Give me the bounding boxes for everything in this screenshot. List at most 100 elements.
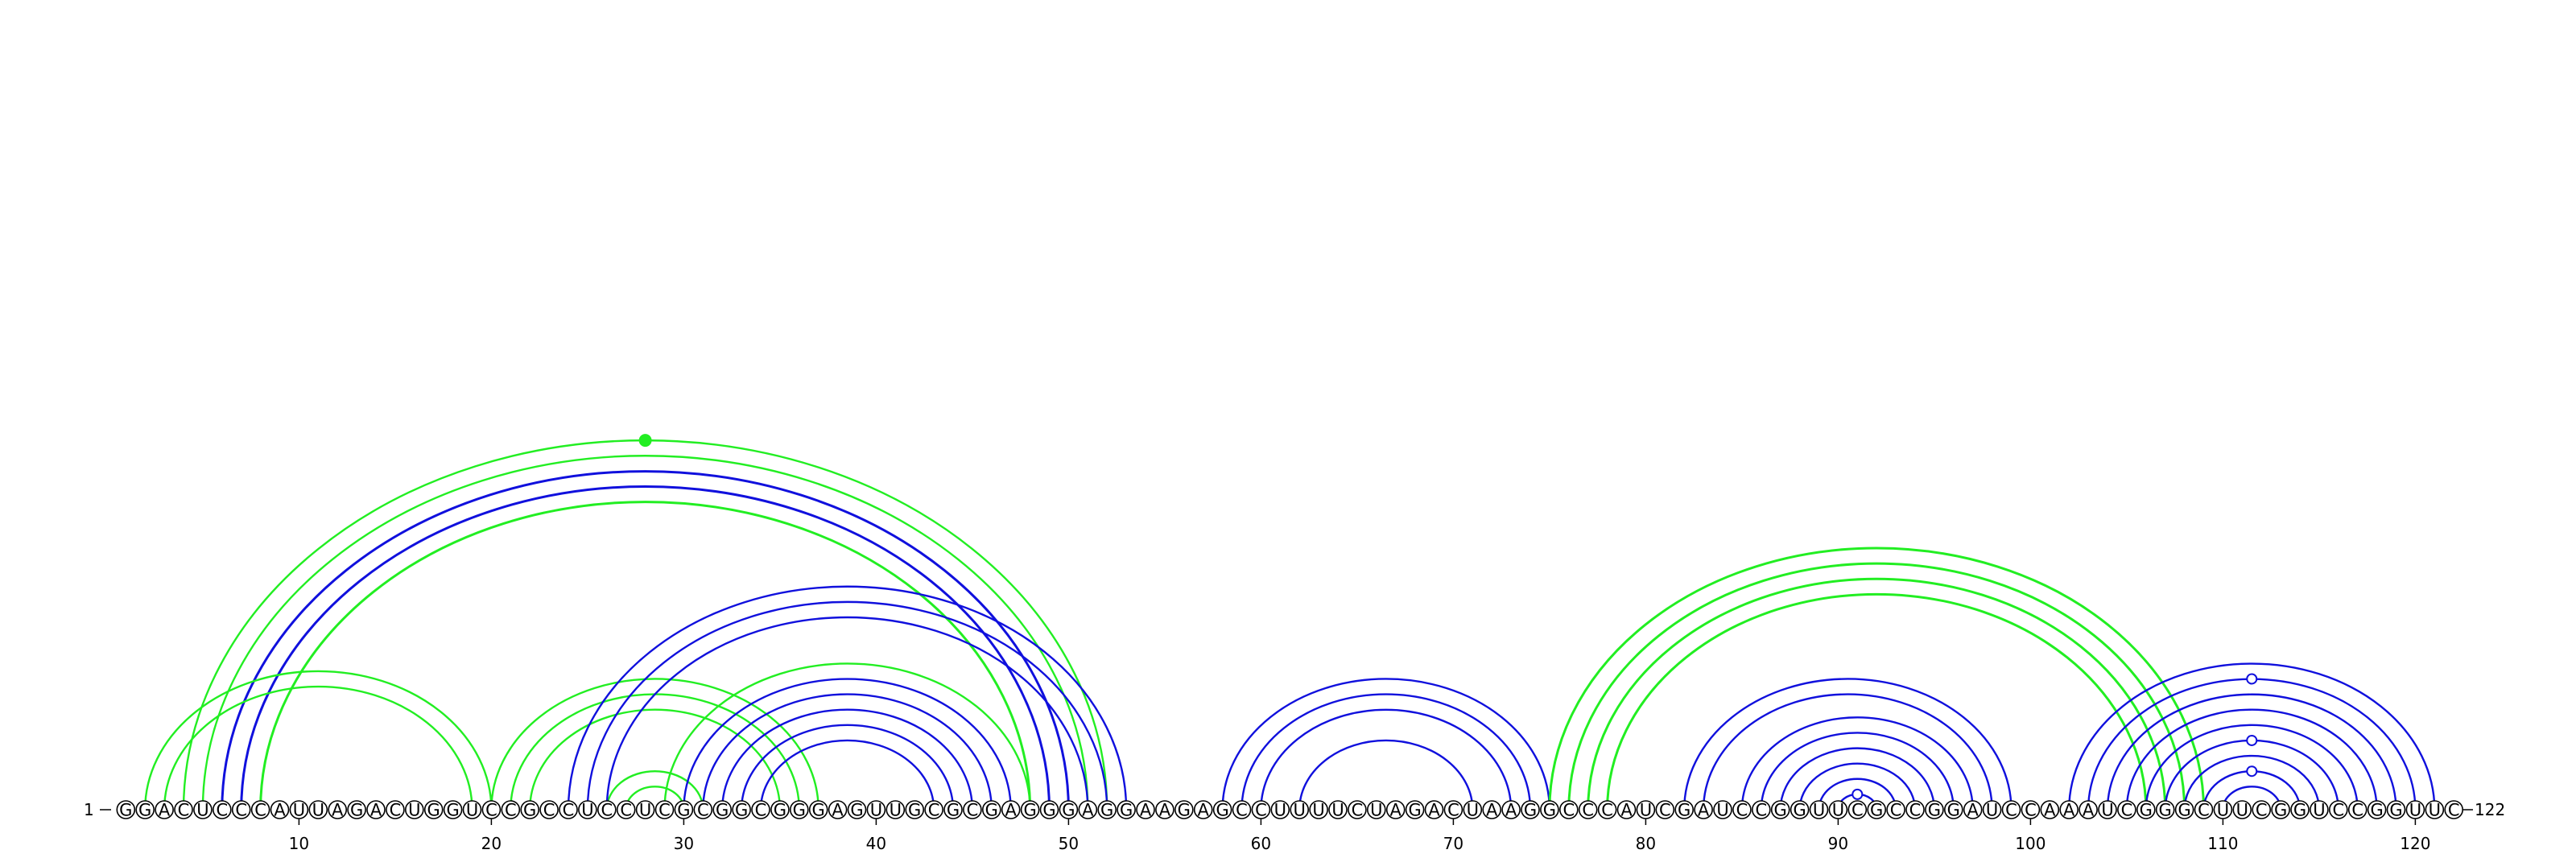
nucleotide-6-letter: C xyxy=(216,801,228,820)
nucleotide-18: G xyxy=(443,800,463,820)
nucleotide-18-circle xyxy=(443,800,463,819)
nucleotide-41-letter: U xyxy=(890,801,902,820)
nucleotide-70: C xyxy=(1443,800,1463,820)
nucleotide-115: U xyxy=(2310,800,2329,820)
nucleotide-97-circle xyxy=(1963,800,1983,819)
nucleotide-60-letter: C xyxy=(1255,801,1267,820)
nucleotide-82: G xyxy=(1674,800,1694,820)
base-pair-arc-24-53 xyxy=(567,585,1128,811)
base-pair-arc-106-117 xyxy=(2145,724,2359,811)
end-label: 122 xyxy=(2475,800,2505,819)
nucleotide-32-letter: G xyxy=(716,801,729,820)
nucleotide-43-letter: C xyxy=(928,801,940,820)
nucleotide-1-circle xyxy=(116,800,136,819)
nucleotide-14-letter: A xyxy=(370,801,382,820)
nucleotide-76: C xyxy=(1559,800,1579,820)
nucleotide-47-circle xyxy=(1001,800,1021,819)
nucleotide-42-circle xyxy=(905,800,924,819)
nucleotide-105-letter: C xyxy=(2121,801,2133,820)
nucleotide-77-circle xyxy=(1578,800,1598,819)
nucleotide-14: A xyxy=(366,800,386,820)
nucleotide-13-letter: G xyxy=(350,801,363,820)
nucleotide-98-letter: U xyxy=(1986,801,1998,820)
nucleotide-31-letter: C xyxy=(697,801,709,820)
nucleotide-85: C xyxy=(1732,800,1752,820)
nucleotide-9: A xyxy=(270,800,290,820)
nucleotide-61: U xyxy=(1270,800,1290,820)
nucleotide-50-letter: G xyxy=(1062,801,1075,820)
base-pair-arc-108-115 xyxy=(2183,754,2321,811)
nucleotide-110: U xyxy=(2213,800,2233,820)
nucleotide-79: A xyxy=(1616,800,1637,820)
base-pair-arc-3-19 xyxy=(163,685,473,811)
nucleotide-116-letter: C xyxy=(2332,801,2344,820)
arc-markers xyxy=(638,434,2258,800)
nucleotide-59-circle xyxy=(1232,800,1252,819)
nucleotide-29: C xyxy=(654,800,675,820)
nucleotide-118-circle xyxy=(2367,800,2387,819)
nucleotide-16-circle xyxy=(404,800,424,819)
nucleotide-48-circle xyxy=(1020,800,1040,819)
nucleotide-56-circle xyxy=(1174,800,1194,819)
base-pair-arc-60-73 xyxy=(1260,708,1513,811)
nucleotide-28-circle xyxy=(635,800,655,819)
nucleotide-67: A xyxy=(1385,800,1406,820)
nucleotide-109-letter: C xyxy=(2198,801,2210,820)
nucleotide-102-circle xyxy=(2059,800,2079,819)
nucleotide-103-circle xyxy=(2079,800,2098,819)
nucleotide-68-circle xyxy=(1405,800,1425,819)
nucleotide-80-letter: U xyxy=(1640,801,1652,820)
nucleotide-25-letter: U xyxy=(581,801,593,820)
nucleotide-1: G xyxy=(116,800,136,820)
nucleotide-25-circle xyxy=(578,800,597,819)
nucleotide-73-letter: A xyxy=(1505,801,1517,820)
nucleotide-43: C xyxy=(924,800,943,820)
tick-label-10: 10 xyxy=(289,834,309,853)
nucleotide-109-circle xyxy=(2194,800,2214,819)
nucleotide-27-letter: C xyxy=(620,801,632,820)
nucleotide-122-letter: C xyxy=(2448,801,2460,820)
nucleotide-92-letter: G xyxy=(1870,801,1883,820)
nucleotide-86-circle xyxy=(1752,800,1771,819)
nucleotide-80: U xyxy=(1636,800,1656,820)
nucleotide-42-letter: G xyxy=(908,801,921,820)
nucleotide-31: C xyxy=(693,800,713,820)
base-pair-arc-75-109 xyxy=(1548,547,2205,811)
nucleotide-46-letter: G xyxy=(985,801,998,820)
nucleotide-54: A xyxy=(1136,800,1155,820)
nucleotide-32: G xyxy=(712,800,733,820)
nucleotide-100: C xyxy=(2021,800,2041,820)
nucleotide-53-circle xyxy=(1117,800,1136,819)
nucleotide-91-letter: C xyxy=(1852,801,1864,820)
nucleotide-20-letter: C xyxy=(485,801,497,820)
nucleotide-74-letter: G xyxy=(1524,801,1537,820)
nucleotide-57: A xyxy=(1193,800,1213,820)
nucleotide-8-letter: C xyxy=(254,801,266,820)
nucleotide-67-circle xyxy=(1385,800,1406,819)
nucleotide-39: G xyxy=(847,800,867,820)
nucleotide-58-circle xyxy=(1212,800,1232,819)
nucleotide-23: C xyxy=(539,800,559,820)
nucleotide-75-circle xyxy=(1540,800,1559,819)
nucleotide-109: C xyxy=(2194,800,2214,820)
tick-label-40: 40 xyxy=(866,834,886,853)
nucleotide-17: G xyxy=(423,800,444,820)
tick-label-50: 50 xyxy=(1059,834,1079,853)
nucleotide-8: C xyxy=(250,800,270,820)
nucleotide-13: G xyxy=(347,800,366,820)
nucleotide-107-letter: G xyxy=(2159,801,2172,820)
nucleotide-87-circle xyxy=(1770,800,1790,819)
nucleotide-38-letter: A xyxy=(832,801,844,820)
nucleotide-88-letter: G xyxy=(1793,801,1806,820)
nucleotide-57-letter: A xyxy=(1198,801,1210,820)
nucleotide-68: G xyxy=(1405,800,1425,820)
nucleotide-40-letter: U xyxy=(870,801,882,820)
nucleotide-33: G xyxy=(732,800,751,820)
nucleotide-36-letter: G xyxy=(793,801,806,820)
nucleotide-51: A xyxy=(1078,800,1098,820)
nucleotide-22-circle xyxy=(520,800,540,819)
nucleotide-97-letter: A xyxy=(1967,801,1979,820)
nucleotide-79-letter: A xyxy=(1620,801,1633,820)
nucleotide-83-circle xyxy=(1694,800,1713,819)
